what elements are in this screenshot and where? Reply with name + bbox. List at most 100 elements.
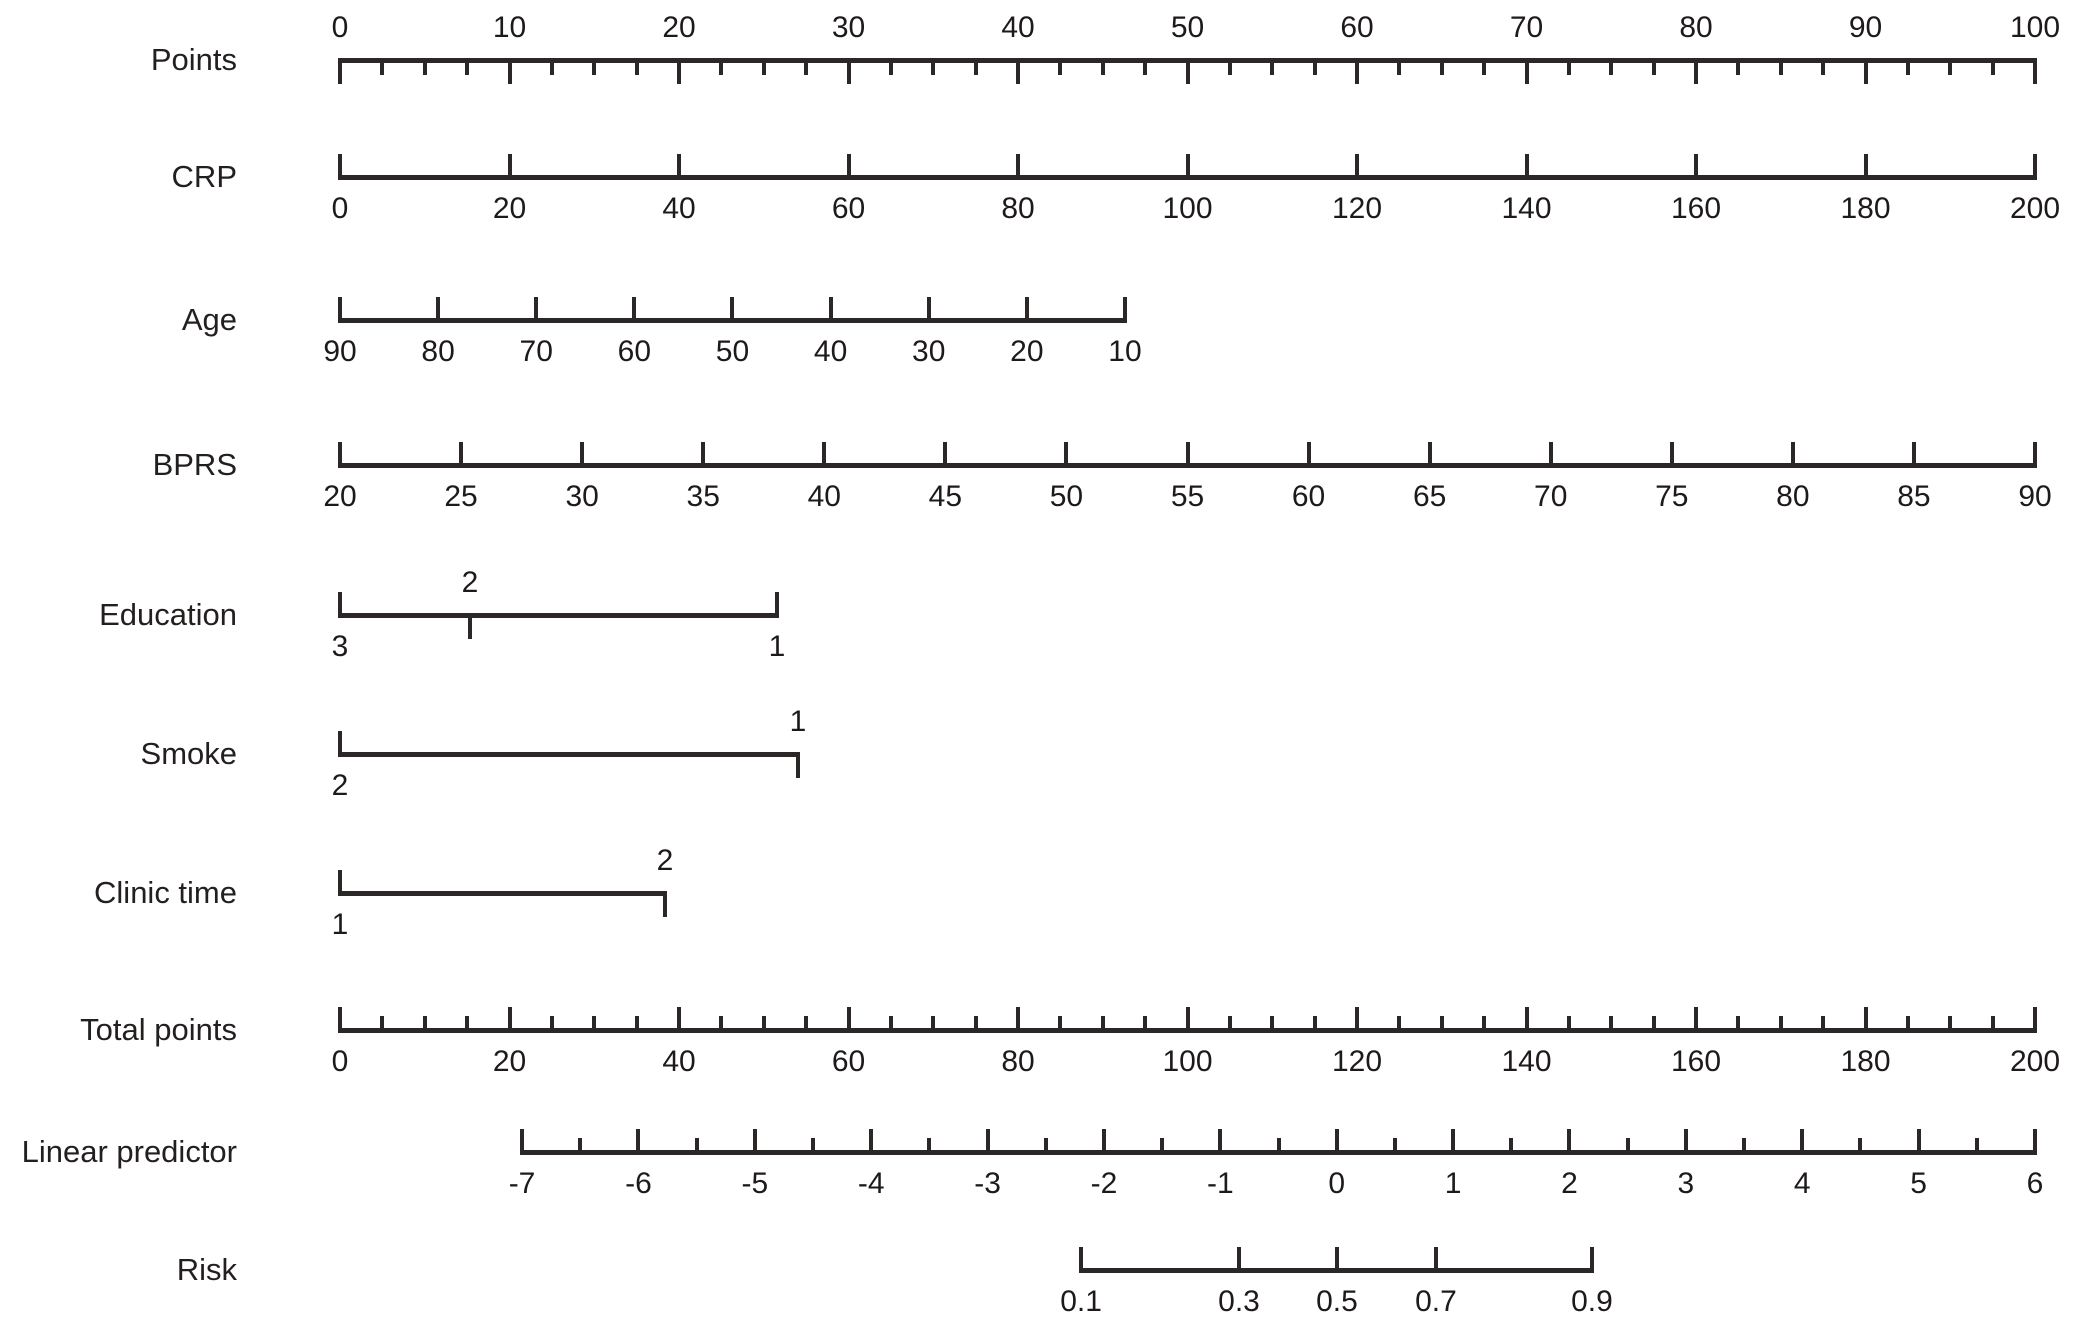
tick-label-linear-predictor: -4 bbox=[857, 1167, 885, 1200]
tick-minor bbox=[1742, 1138, 1747, 1152]
tick-label-points: 70 bbox=[1509, 11, 1544, 44]
tick-major bbox=[338, 61, 342, 84]
tick-major bbox=[507, 1007, 512, 1030]
tick-major bbox=[580, 442, 585, 465]
tick-major bbox=[774, 592, 779, 615]
tick-major bbox=[459, 442, 464, 465]
tick-major bbox=[1694, 1007, 1698, 1030]
tick-minor bbox=[1566, 61, 1571, 75]
row-label-total-points: Total points bbox=[80, 1012, 237, 1047]
axis-line-bprs bbox=[338, 463, 2037, 468]
tick-major bbox=[1185, 61, 1190, 84]
tick-minor bbox=[1312, 61, 1317, 75]
tick-label-total-points: 80 bbox=[1001, 1045, 1035, 1078]
tick-major bbox=[1800, 1129, 1805, 1152]
tick-major bbox=[2033, 61, 2037, 84]
tick-minor bbox=[1058, 1016, 1063, 1030]
tick-major bbox=[1427, 442, 1432, 465]
tick-minor bbox=[1736, 1016, 1741, 1030]
tick-minor bbox=[422, 61, 427, 75]
tick-label-smoke: 2 bbox=[331, 769, 349, 802]
tick-label-crp: 140 bbox=[1501, 192, 1552, 225]
tick-minor bbox=[888, 1016, 893, 1030]
tick-label-points: 10 bbox=[492, 11, 527, 44]
tick-minor bbox=[1043, 1138, 1048, 1152]
tick-label-age: 80 bbox=[421, 335, 455, 368]
tick-label-total-points: 100 bbox=[1162, 1045, 1213, 1078]
tick-label-age: 90 bbox=[323, 335, 357, 368]
row-label-linear-predictor: Linear predictor bbox=[21, 1134, 237, 1169]
tick-minor bbox=[719, 1016, 724, 1030]
tick-label-bprs: 35 bbox=[686, 480, 720, 513]
tick-label-clinic-time: 2 bbox=[656, 844, 674, 877]
tick-major bbox=[1863, 154, 1868, 177]
tick-major bbox=[1016, 61, 1020, 84]
tick-minor bbox=[761, 1016, 766, 1030]
tick-label-total-points: 40 bbox=[662, 1045, 696, 1078]
row-label-smoke: Smoke bbox=[140, 736, 237, 771]
tick-label-risk: 0.5 bbox=[1316, 1285, 1358, 1318]
tick-major bbox=[1237, 1247, 1242, 1270]
tick-label-bprs: 45 bbox=[928, 480, 963, 513]
tick-major bbox=[534, 297, 539, 320]
tick-label-total-points: 140 bbox=[1501, 1045, 1552, 1078]
tick-major bbox=[468, 616, 472, 639]
axis-line-education bbox=[338, 613, 779, 618]
tick-minor bbox=[804, 61, 809, 75]
tick-minor bbox=[1509, 1138, 1514, 1152]
tick-label-crp: 80 bbox=[1001, 192, 1035, 225]
tick-label-crp: 160 bbox=[1670, 192, 1722, 225]
row-label-points: Points bbox=[150, 42, 237, 77]
tick-label-linear-predictor: 4 bbox=[1793, 1167, 1811, 1200]
tick-label-bprs: 65 bbox=[1412, 480, 1447, 513]
tick-label-linear-predictor: -2 bbox=[1090, 1167, 1118, 1200]
tick-minor bbox=[1439, 61, 1444, 75]
tick-major bbox=[1334, 1129, 1339, 1152]
tick-label-linear-predictor: 6 bbox=[2026, 1167, 2044, 1200]
tick-major bbox=[338, 442, 342, 465]
tick-minor bbox=[634, 1016, 639, 1030]
tick-minor bbox=[465, 1016, 470, 1030]
tick-label-bprs: 80 bbox=[1776, 480, 1810, 513]
axis-line-age bbox=[338, 318, 1127, 323]
tick-minor bbox=[1858, 1138, 1863, 1152]
tick-major bbox=[338, 870, 342, 893]
tick-label-clinic-time: 1 bbox=[331, 908, 349, 941]
tick-label-linear-predictor: -6 bbox=[625, 1167, 652, 1200]
tick-label-linear-predictor: -1 bbox=[1206, 1167, 1234, 1200]
tick-major bbox=[1669, 442, 1674, 465]
tick-minor bbox=[1276, 1138, 1281, 1152]
tick-major bbox=[338, 1007, 342, 1030]
tick-label-bprs: 75 bbox=[1655, 480, 1689, 513]
tick-label-points: 40 bbox=[1001, 11, 1035, 44]
tick-minor bbox=[1609, 61, 1614, 75]
tick-minor bbox=[592, 61, 597, 75]
tick-minor bbox=[1566, 1016, 1571, 1030]
tick-major bbox=[1683, 1129, 1688, 1152]
tick-minor bbox=[1397, 61, 1402, 75]
tick-major bbox=[677, 1007, 681, 1030]
axis-line-points bbox=[338, 58, 2037, 63]
row-label-clinic-time: Clinic time bbox=[94, 875, 237, 910]
tick-label-age: 20 bbox=[1010, 335, 1044, 368]
tick-label-crp: 120 bbox=[1331, 192, 1383, 225]
tick-major bbox=[507, 154, 512, 177]
tick-minor bbox=[380, 61, 385, 75]
tick-label-age: 70 bbox=[519, 335, 553, 368]
tick-major bbox=[1185, 1007, 1190, 1030]
axis-line-total-points bbox=[338, 1028, 2037, 1033]
tick-label-risk: 0.1 bbox=[1060, 1285, 1102, 1318]
tick-minor bbox=[1625, 1138, 1630, 1152]
tick-minor bbox=[719, 61, 724, 75]
tick-minor bbox=[694, 1138, 699, 1152]
tick-label-crp: 0 bbox=[331, 192, 349, 225]
tick-major bbox=[846, 1007, 851, 1030]
tick-minor bbox=[422, 1016, 427, 1030]
tick-major bbox=[869, 1129, 874, 1152]
tick-label-crp: 20 bbox=[492, 192, 527, 225]
tick-label-bprs: 20 bbox=[323, 480, 357, 513]
tick-major bbox=[1064, 442, 1069, 465]
tick-label-points: 30 bbox=[831, 11, 866, 44]
tick-minor bbox=[1143, 61, 1148, 75]
tick-label-total-points: 160 bbox=[1670, 1045, 1722, 1078]
